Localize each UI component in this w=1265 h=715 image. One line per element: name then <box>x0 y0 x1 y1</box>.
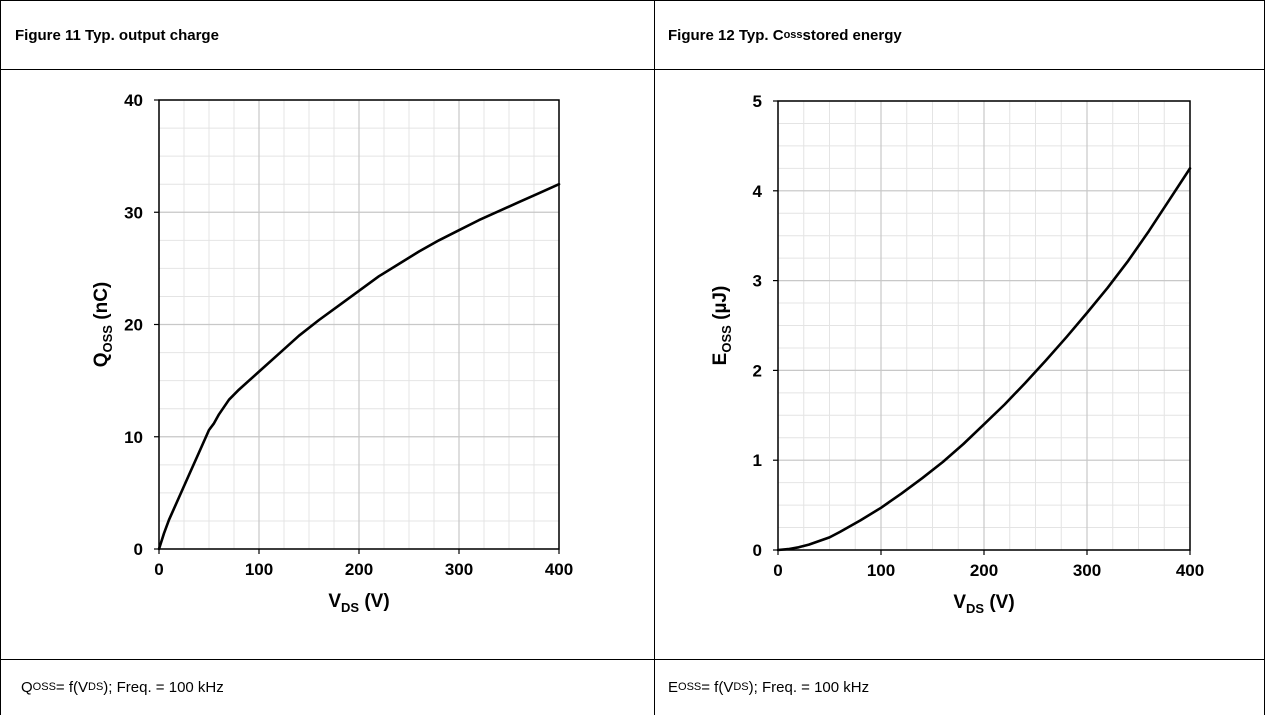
y-tick-label: 2 <box>753 361 762 380</box>
caption-tail: ); Freq. = 100 kHz <box>103 678 224 696</box>
series-line <box>157 182 561 551</box>
y-tick-label: 0 <box>134 540 143 559</box>
figure-12-chart-cell: 0 100 200 300 400 0 1 2 3 4 5 VDS (V) EOSS (µJ) <box>654 69 1265 660</box>
y-tick-label: 10 <box>124 428 143 447</box>
y-axis-label: QOSS (nC) <box>91 282 115 368</box>
caption-e: E <box>668 678 679 696</box>
x-tick-label: 100 <box>245 560 273 579</box>
figure-11-chart: 0 100 200 300 400 0 10 20 30 40 VDS (V) QOSS (nC) <box>91 91 573 615</box>
x-tick-label: 0 <box>154 560 163 579</box>
x-tick-label: 200 <box>970 561 998 580</box>
x-tick-label: 400 <box>1176 561 1204 580</box>
y-tick-label: 30 <box>124 203 143 222</box>
figure-12-title-sub: oss <box>783 29 803 41</box>
figure-11-title-text: Figure 11 Typ. output charge <box>15 26 219 44</box>
y-tick-label: 0 <box>753 541 762 560</box>
caption-v-sub: DS <box>733 681 749 693</box>
caption-mid: = f(V <box>701 678 734 696</box>
x-tick-label: 0 <box>773 561 782 580</box>
x-tick-label: 300 <box>445 560 473 579</box>
y-tick-label: 1 <box>753 451 762 470</box>
series-line <box>776 167 1192 552</box>
x-axis-label: VDS (V) <box>328 591 389 615</box>
figure-11-caption: Q OSS = f(V DS); Freq. = 100 kHz <box>0 659 655 715</box>
y-tick-label: 40 <box>124 91 143 110</box>
x-tick-label: 300 <box>1073 561 1101 580</box>
y-axis-label: EOSS (µJ) <box>710 286 734 366</box>
figure-12-chart: 0 100 200 300 400 0 1 2 3 4 5 VDS (V) EOSS (µJ) <box>710 92 1204 616</box>
y-tick-label: 3 <box>753 272 762 291</box>
y-tick-label: 4 <box>753 182 763 201</box>
x-tick-label: 100 <box>867 561 895 580</box>
x-tick-label: 200 <box>345 560 373 579</box>
figure-11-title: Figure 11 Typ. output charge <box>0 0 655 70</box>
y-tick-label: 20 <box>124 316 143 335</box>
figure-12-caption: E OSS = f(V DS); Freq. = 100 kHz <box>654 659 1265 715</box>
caption-v-sub: DS <box>88 681 104 693</box>
x-axis-label: VDS (V) <box>953 592 1014 616</box>
caption-e-sub: OSS <box>678 681 702 693</box>
caption-q-sub: OSS <box>32 681 56 693</box>
x-tick-label: 400 <box>545 560 573 579</box>
figure-12-title-tail: stored energy <box>802 26 902 44</box>
caption-tail: ); Freq. = 100 kHz <box>748 678 870 696</box>
figure-11-chart-cell: 0 100 200 300 400 0 10 20 30 40 VDS (V) QOSS (nC) <box>0 69 655 660</box>
caption-mid: = f(V <box>55 678 89 696</box>
caption-q: Q <box>21 678 33 696</box>
y-tick-label: 5 <box>753 92 762 111</box>
figure-12-title-main: Figure 12 Typ. C <box>668 26 784 44</box>
